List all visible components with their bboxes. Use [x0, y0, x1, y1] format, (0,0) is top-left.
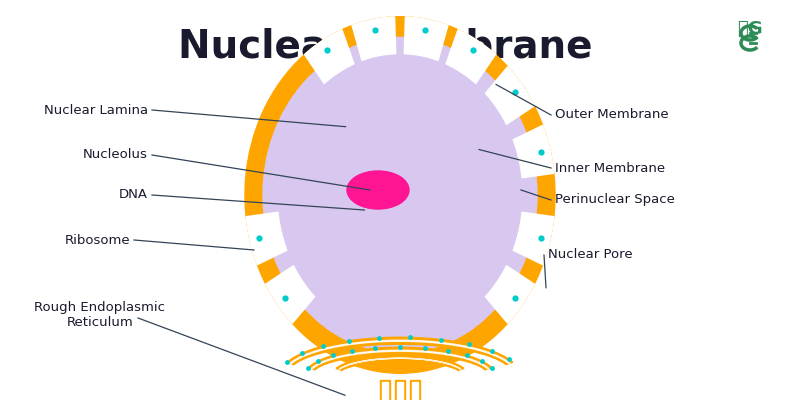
Text: Nucleolus: Nucleolus: [83, 148, 148, 162]
Text: Ribosome: Ribosome: [64, 234, 130, 246]
Polygon shape: [246, 214, 274, 265]
FancyBboxPatch shape: [380, 380, 390, 400]
Polygon shape: [290, 340, 510, 364]
Ellipse shape: [245, 17, 555, 373]
Ellipse shape: [301, 81, 499, 309]
Polygon shape: [495, 67, 534, 116]
Polygon shape: [287, 337, 513, 365]
Ellipse shape: [301, 81, 499, 309]
Text: ꩜G: ꩜G: [737, 20, 763, 38]
Polygon shape: [495, 274, 534, 323]
Text: Nuclear Lamina: Nuclear Lamina: [44, 104, 148, 116]
FancyBboxPatch shape: [412, 382, 418, 400]
Text: Rough Endoplasmic
Reticulum: Rough Endoplasmic Reticulum: [34, 301, 166, 329]
FancyBboxPatch shape: [410, 380, 420, 400]
Text: DNA: DNA: [119, 188, 148, 202]
Polygon shape: [316, 49, 354, 84]
Polygon shape: [339, 358, 461, 370]
Ellipse shape: [287, 65, 513, 325]
Polygon shape: [514, 134, 536, 178]
Ellipse shape: [277, 54, 523, 336]
Polygon shape: [264, 212, 286, 256]
Ellipse shape: [263, 38, 537, 352]
Polygon shape: [308, 347, 492, 370]
Polygon shape: [514, 212, 536, 256]
Polygon shape: [526, 214, 554, 265]
Ellipse shape: [347, 171, 409, 209]
Polygon shape: [404, 38, 442, 60]
Polygon shape: [352, 17, 395, 45]
Polygon shape: [526, 125, 554, 176]
Polygon shape: [358, 38, 396, 60]
Ellipse shape: [277, 54, 523, 336]
Text: Nuclear Membrane: Nuclear Membrane: [178, 28, 592, 66]
Polygon shape: [446, 49, 484, 84]
FancyBboxPatch shape: [395, 380, 405, 400]
Polygon shape: [305, 30, 349, 71]
Text: Inner Membrane: Inner Membrane: [555, 162, 665, 174]
Polygon shape: [282, 266, 314, 308]
Polygon shape: [336, 355, 464, 370]
Polygon shape: [451, 30, 495, 71]
Ellipse shape: [311, 93, 489, 297]
Text: Perinuclear Space: Perinuclear Space: [555, 194, 675, 206]
FancyBboxPatch shape: [382, 382, 388, 400]
Text: Nuclear Pore: Nuclear Pore: [548, 248, 633, 262]
Polygon shape: [486, 82, 518, 124]
Polygon shape: [405, 17, 448, 45]
Ellipse shape: [311, 93, 489, 297]
Polygon shape: [266, 274, 305, 323]
Polygon shape: [486, 266, 518, 308]
Text: Outer Membrane: Outer Membrane: [555, 108, 669, 122]
Ellipse shape: [263, 38, 537, 352]
FancyBboxPatch shape: [397, 382, 403, 400]
Polygon shape: [311, 350, 489, 369]
